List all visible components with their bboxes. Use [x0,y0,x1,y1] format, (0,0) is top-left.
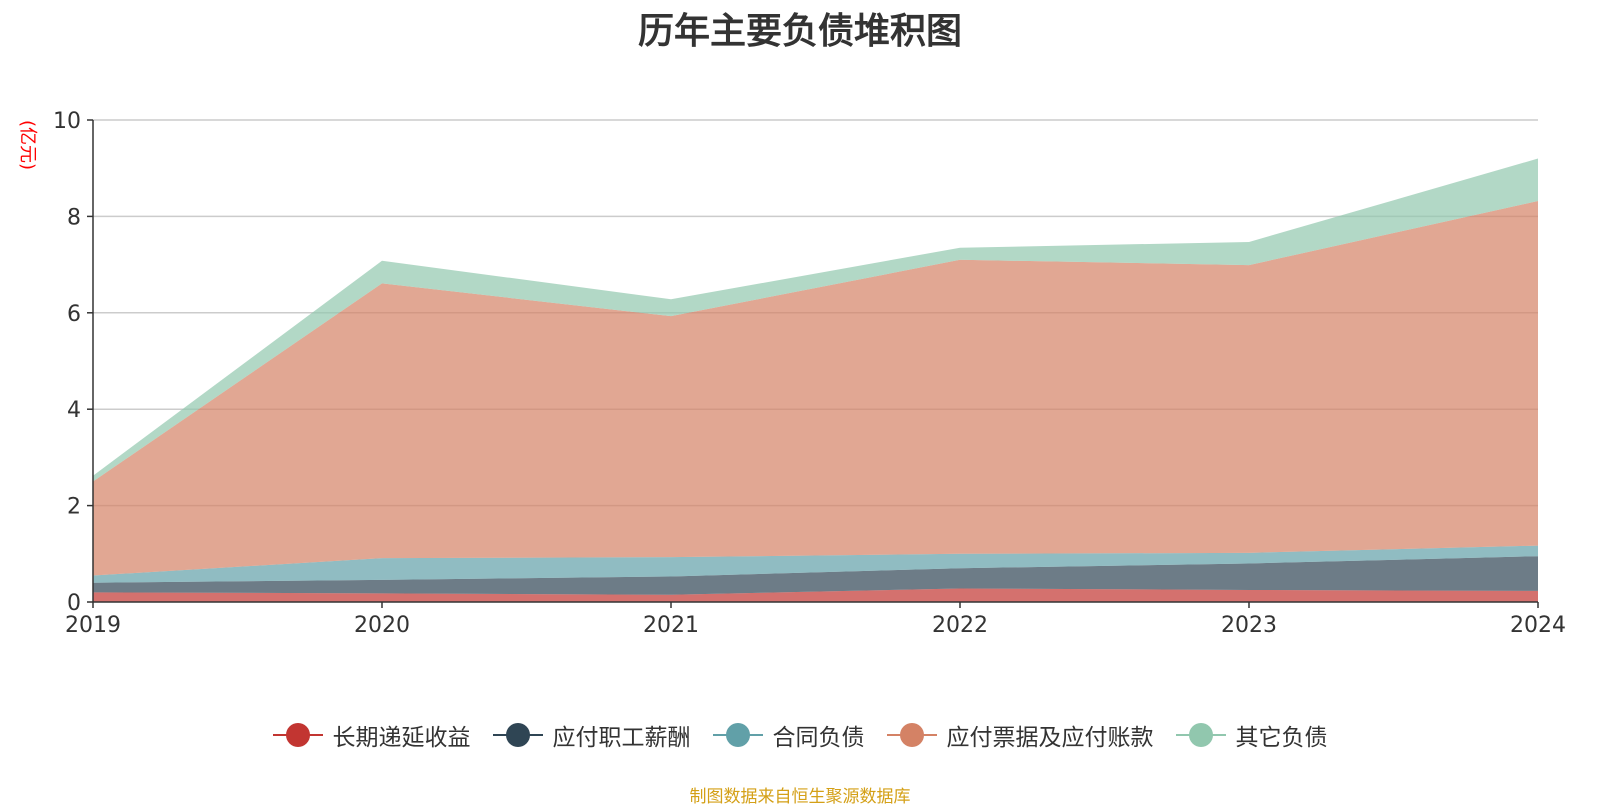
y-tick-label: 8 [67,205,81,230]
area-series-1 [93,588,1538,602]
area-series-4 [93,200,1538,576]
legend-label: 合同负债 [772,725,865,751]
legend-swatch [1175,723,1226,747]
area-series-3 [93,545,1538,583]
legend-item-5[interactable]: 其它负债 [1175,718,1328,752]
y-tick-label: 6 [67,302,81,327]
chart-title: 历年主要负债堆积图 [637,11,962,52]
y-tick-label: 10 [53,109,81,134]
legend: 长期递延收益 应付职工薪酬 合同负债 应付票据及应付账款 其它负债 [0,718,1600,752]
y-tick-label: 2 [67,495,81,520]
legend-item-1[interactable]: 长期递延收益 [272,718,471,752]
x-tick-label: 2024 [1510,613,1566,638]
x-tick-label: 2020 [354,613,410,638]
x-tick-label: 2021 [643,613,699,638]
legend-swatch [886,723,937,747]
legend-label: 长期递延收益 [332,725,471,751]
legend-swatch [272,723,323,747]
x-tick-label: 2022 [932,613,988,638]
legend-swatch [492,723,543,747]
area-series-2 [93,556,1538,595]
legend-label: 应付票据及应付账款 [946,725,1154,751]
legend-item-4[interactable]: 应付票据及应付账款 [886,718,1154,752]
y-tick-label: 0 [67,591,81,616]
x-tick-label: 2023 [1221,613,1277,638]
y-tick-label: 4 [67,398,81,423]
legend-label: 其它负债 [1235,725,1328,751]
legend-label: 应付职工薪酬 [552,725,691,751]
legend-item-2[interactable]: 应付职工薪酬 [492,718,691,752]
area-series [93,158,1538,602]
x-tick-label: 2019 [65,613,121,638]
legend-swatch [712,723,763,747]
data-source-note: 制图数据来自恒生聚源数据库 [689,787,911,807]
legend-item-3[interactable]: 合同负债 [712,718,865,752]
axes: 0 2 4 6 8 10 2019 2020 2021 2022 2023 2024 [53,109,1566,638]
